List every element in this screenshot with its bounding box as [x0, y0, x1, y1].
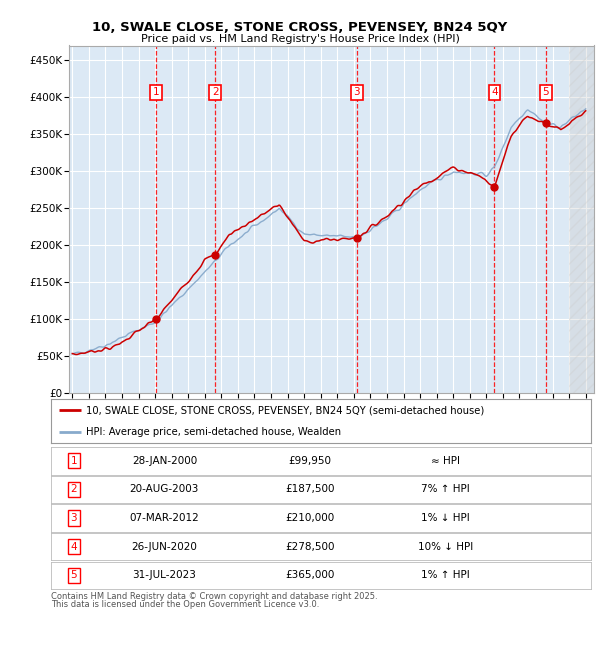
Text: 20-AUG-2003: 20-AUG-2003 — [130, 484, 199, 495]
Text: 07-MAR-2012: 07-MAR-2012 — [130, 513, 199, 523]
Text: 5: 5 — [70, 570, 77, 580]
Text: £187,500: £187,500 — [286, 484, 335, 495]
Text: HPI: Average price, semi-detached house, Wealden: HPI: Average price, semi-detached house,… — [86, 427, 341, 437]
Text: 1% ↑ HPI: 1% ↑ HPI — [421, 570, 470, 580]
Text: £278,500: £278,500 — [286, 541, 335, 552]
Text: 28-JAN-2000: 28-JAN-2000 — [132, 456, 197, 466]
Text: 1: 1 — [70, 456, 77, 466]
Text: Price paid vs. HM Land Registry's House Price Index (HPI): Price paid vs. HM Land Registry's House … — [140, 34, 460, 44]
Text: 10, SWALE CLOSE, STONE CROSS, PEVENSEY, BN24 5QY: 10, SWALE CLOSE, STONE CROSS, PEVENSEY, … — [92, 21, 508, 34]
Text: 4: 4 — [70, 541, 77, 552]
Text: This data is licensed under the Open Government Licence v3.0.: This data is licensed under the Open Gov… — [51, 600, 319, 609]
Text: 3: 3 — [70, 513, 77, 523]
Text: 5: 5 — [542, 88, 549, 97]
Text: £365,000: £365,000 — [286, 570, 335, 580]
Text: 2: 2 — [70, 484, 77, 495]
Text: 26-JUN-2020: 26-JUN-2020 — [131, 541, 197, 552]
Text: 31-JUL-2023: 31-JUL-2023 — [133, 570, 196, 580]
Text: 7% ↑ HPI: 7% ↑ HPI — [421, 484, 470, 495]
Text: Contains HM Land Registry data © Crown copyright and database right 2025.: Contains HM Land Registry data © Crown c… — [51, 592, 377, 601]
Text: ≈ HPI: ≈ HPI — [431, 456, 460, 466]
Text: 10% ↓ HPI: 10% ↓ HPI — [418, 541, 473, 552]
Text: 1: 1 — [153, 88, 160, 97]
Text: 1% ↓ HPI: 1% ↓ HPI — [421, 513, 470, 523]
Text: 2: 2 — [212, 88, 218, 97]
Bar — [569, 46, 594, 393]
Text: 10, SWALE CLOSE, STONE CROSS, PEVENSEY, BN24 5QY (semi-detached house): 10, SWALE CLOSE, STONE CROSS, PEVENSEY, … — [86, 405, 484, 415]
Text: £210,000: £210,000 — [286, 513, 335, 523]
Text: £99,950: £99,950 — [289, 456, 332, 466]
Text: 3: 3 — [353, 88, 360, 97]
Text: 4: 4 — [491, 88, 498, 97]
